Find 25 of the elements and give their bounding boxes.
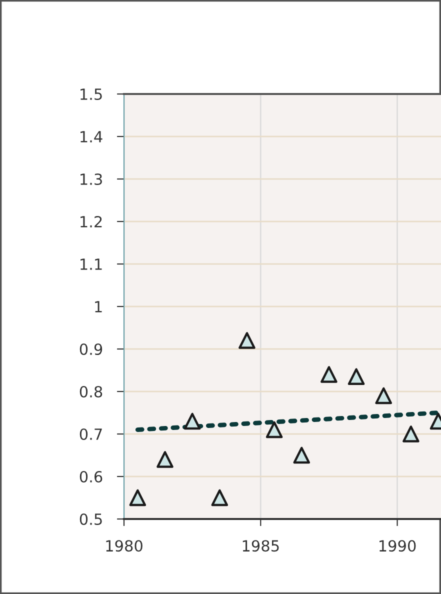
y-tick-label: 0.6 xyxy=(80,470,102,483)
y-tick-label: 0.5 xyxy=(80,513,102,526)
y-tick-label: 1.3 xyxy=(80,173,102,186)
x-tick-label: 1980 xyxy=(106,540,142,552)
point xyxy=(375,387,392,404)
point xyxy=(211,489,228,506)
point xyxy=(238,332,256,349)
y-tick-label: 0.7 xyxy=(80,428,102,440)
point xyxy=(348,368,365,386)
point xyxy=(156,451,174,468)
x-tick-label: 1985 xyxy=(242,540,279,552)
point xyxy=(129,489,146,506)
y-tick-label: 1.2 xyxy=(80,216,102,228)
x-tick-label: 1990 xyxy=(380,540,416,552)
y-tick-label: 0.8 xyxy=(80,386,102,398)
point xyxy=(266,421,283,438)
y-tick-label: 1.1 xyxy=(80,258,102,270)
point xyxy=(184,412,201,430)
y-tick-label: 0.9 xyxy=(80,343,102,356)
y-tick-label: 1 xyxy=(95,301,102,312)
point xyxy=(402,426,420,442)
y-tick-label: 1.4 xyxy=(80,131,102,142)
point xyxy=(293,446,310,464)
point xyxy=(320,366,338,383)
y-tick-label: 1.5 xyxy=(80,88,102,100)
